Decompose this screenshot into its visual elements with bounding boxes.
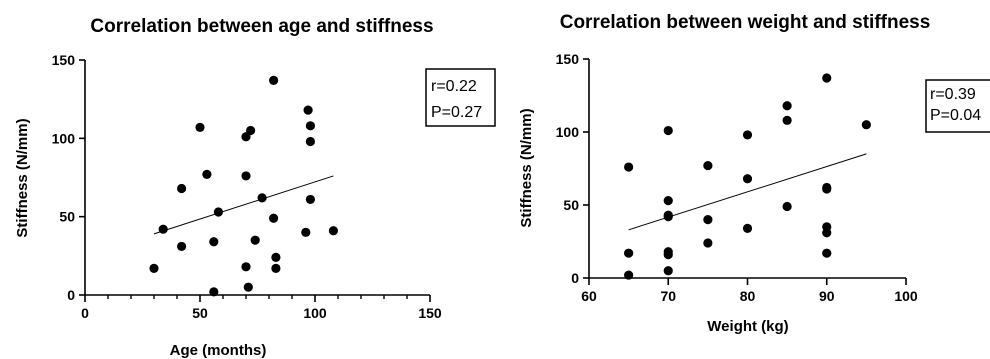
- x-tick-label: 60: [581, 288, 597, 304]
- x-tick-label: 0: [81, 305, 89, 321]
- data-point: [822, 228, 832, 238]
- data-point: [257, 193, 267, 203]
- stats-r-value: r=0.39: [930, 86, 976, 103]
- data-point: [301, 227, 311, 237]
- y-axis-label: Stiffness (N/mm): [518, 108, 535, 227]
- x-tick-label: 80: [740, 288, 756, 304]
- stats-box: r=0.22 P=0.27: [425, 68, 496, 127]
- data-point: [305, 194, 315, 205]
- weight-stiffness-chart: Correlation between weight and stiffness…: [518, 12, 990, 335]
- x-tick-label: 100: [894, 288, 918, 304]
- chart-title: Correlation between weight and stiffness: [560, 12, 931, 33]
- data-point: [742, 130, 753, 140]
- data-point: [202, 169, 212, 179]
- stats-box-frame: [425, 68, 496, 127]
- y-tick-label: 100: [556, 124, 580, 140]
- age-stiffness-chart: Correlation between age and stiffness St…: [14, 16, 496, 359]
- y-tick-label: 50: [59, 209, 75, 225]
- data-point: [246, 125, 256, 136]
- data-point: [269, 75, 279, 85]
- y-tick-label: 100: [52, 130, 76, 146]
- data-point: [822, 248, 832, 258]
- data-point: [158, 224, 168, 234]
- stats-box: r=0.39 P=0.04: [925, 79, 990, 133]
- data-point: [822, 184, 832, 194]
- x-axis-label: Age (months): [170, 342, 267, 359]
- data-point: [703, 160, 713, 171]
- data-point: [822, 73, 832, 83]
- data-point: [624, 270, 634, 280]
- data-point: [328, 226, 338, 236]
- data-point: [177, 241, 187, 252]
- data-point: [241, 171, 251, 181]
- data-point: [305, 121, 315, 131]
- data-point: [195, 122, 205, 132]
- data-point: [213, 207, 223, 217]
- x-tick-label: 100: [303, 305, 327, 321]
- regression-line: [153, 175, 334, 235]
- x-tick-label: 50: [192, 305, 208, 321]
- data-point: [269, 213, 279, 223]
- x-axis-label: Weight (kg): [707, 318, 788, 335]
- data-point: [663, 212, 673, 222]
- data-point: [624, 248, 634, 258]
- data-point: [861, 120, 871, 130]
- x-tick-label: 70: [660, 288, 676, 304]
- data-point: [250, 235, 260, 245]
- data-point: [782, 201, 792, 212]
- data-point: [209, 287, 219, 297]
- data-point: [703, 238, 713, 248]
- data-point: [663, 196, 673, 206]
- data-point: [782, 115, 792, 125]
- y-tick-label: 0: [67, 287, 75, 303]
- y-axis-label: Stiffness (N/mm): [14, 118, 31, 237]
- data-point: [209, 237, 219, 247]
- data-point: [177, 183, 187, 194]
- stats-p-value: P=0.04: [930, 107, 981, 124]
- y-tick-label: 0: [571, 270, 579, 286]
- data-point: [243, 282, 253, 292]
- stats-box-frame: [925, 79, 990, 133]
- x-tick-label: 150: [418, 305, 442, 321]
- data-point: [663, 266, 673, 276]
- y-tick-label: 150: [52, 52, 76, 68]
- data-point: [241, 262, 251, 272]
- x-tick-label: 90: [819, 288, 835, 304]
- data-point: [303, 105, 313, 115]
- data-point: [663, 250, 673, 260]
- y-tick-label: 50: [563, 197, 579, 213]
- data-point: [782, 101, 792, 111]
- data-point: [305, 136, 315, 147]
- stats-p-value: P=0.27: [431, 104, 482, 121]
- data-point: [663, 125, 673, 136]
- data-point: [624, 162, 634, 172]
- y-tick-label: 150: [556, 51, 580, 67]
- data-point: [271, 252, 281, 262]
- data-point: [742, 174, 753, 184]
- data-point: [742, 223, 753, 233]
- stats-r-value: r=0.22: [431, 78, 477, 95]
- data-point: [149, 263, 159, 273]
- chart-title: Correlation between age and stiffness: [90, 16, 433, 37]
- data-point: [271, 263, 281, 273]
- data-point: [703, 215, 713, 225]
